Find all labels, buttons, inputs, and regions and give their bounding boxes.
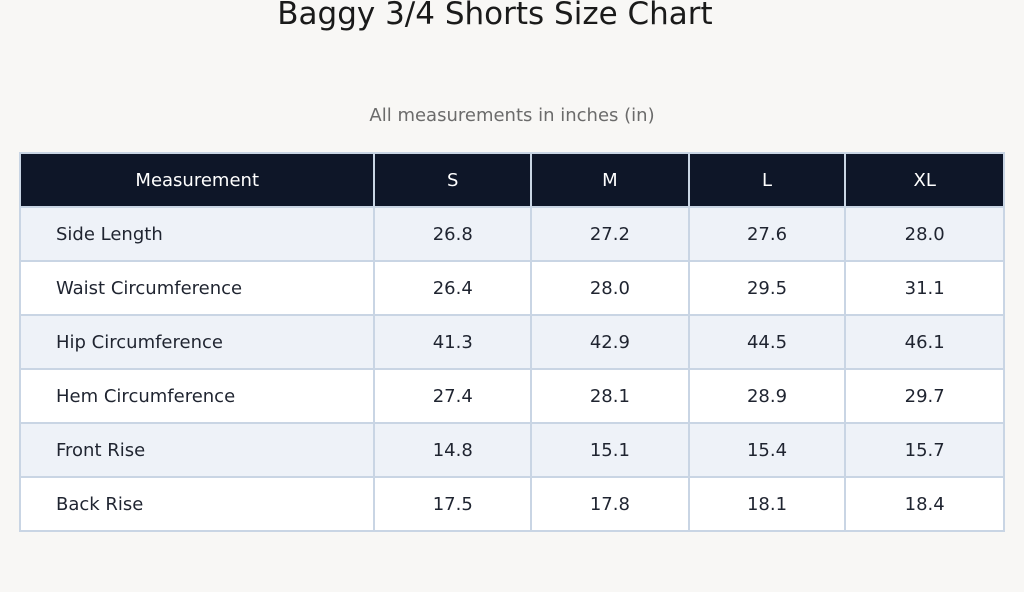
cell: 26.4 bbox=[373, 260, 533, 316]
cell: 28.1 bbox=[530, 368, 690, 424]
cell: 17.5 bbox=[373, 476, 533, 532]
table-row: Side Length 26.8 27.2 27.6 28.0 bbox=[18, 206, 1005, 262]
cell: 27.4 bbox=[373, 368, 533, 424]
cell: 26.8 bbox=[373, 206, 533, 262]
cell: 18.1 bbox=[687, 476, 847, 532]
cell: 27.6 bbox=[687, 206, 847, 262]
cell: 44.5 bbox=[687, 314, 847, 370]
subtitle: All measurements in inches (in) bbox=[369, 105, 655, 126]
cell: 15.1 bbox=[530, 422, 690, 478]
column-header: S bbox=[373, 152, 533, 208]
cell: 18.4 bbox=[844, 476, 1005, 532]
table-row: Hip Circumference 41.3 42.9 44.5 46.1 bbox=[18, 314, 1005, 370]
column-header: XL bbox=[844, 152, 1005, 208]
table-body: Side Length 26.8 27.2 27.6 28.0 Waist Circumf… bbox=[18, 206, 1005, 532]
row-label: Hip Circumference bbox=[18, 314, 376, 370]
cell: 28.9 bbox=[687, 368, 847, 424]
cell: 17.8 bbox=[530, 476, 690, 532]
cell: 27.2 bbox=[530, 206, 690, 262]
cell: 28.0 bbox=[530, 260, 690, 316]
cell: 28.0 bbox=[844, 206, 1005, 262]
cell: 15.4 bbox=[687, 422, 847, 478]
table-head: Measurement S M L XL bbox=[18, 152, 1005, 208]
cell: 46.1 bbox=[844, 314, 1005, 370]
column-header: M bbox=[530, 152, 690, 208]
header-row: Measurement S M L XL bbox=[18, 152, 1005, 208]
cell: 42.9 bbox=[530, 314, 690, 370]
row-label: Hem Circumference bbox=[18, 368, 376, 424]
row-label: Back Rise bbox=[18, 476, 376, 532]
cell: 41.3 bbox=[373, 314, 533, 370]
row-label: Waist Circumference bbox=[18, 260, 376, 316]
table-row: Front Rise 14.8 15.1 15.4 15.7 bbox=[18, 422, 1005, 478]
size-table: Measurement S M L XL Side Length 26.8 27.2 27.6… bbox=[18, 152, 1005, 532]
column-header: L bbox=[687, 152, 847, 208]
cell: 29.5 bbox=[687, 260, 847, 316]
column-header: Measurement bbox=[18, 152, 376, 208]
title: Baggy 3/4 Shorts Size Chart bbox=[277, 0, 713, 32]
cell: 29.7 bbox=[844, 368, 1005, 424]
row-label: Front Rise bbox=[18, 422, 376, 478]
table-row: Waist Circumference 26.4 28.0 29.5 31.1 bbox=[18, 260, 1005, 316]
table-row: Back Rise 17.5 17.8 18.1 18.4 bbox=[18, 476, 1005, 532]
row-label: Side Length bbox=[18, 206, 376, 262]
cell: 31.1 bbox=[844, 260, 1005, 316]
cell: 14.8 bbox=[373, 422, 533, 478]
table-row: Hem Circumference 27.4 28.1 28.9 29.7 bbox=[18, 368, 1005, 424]
cell: 15.7 bbox=[844, 422, 1005, 478]
